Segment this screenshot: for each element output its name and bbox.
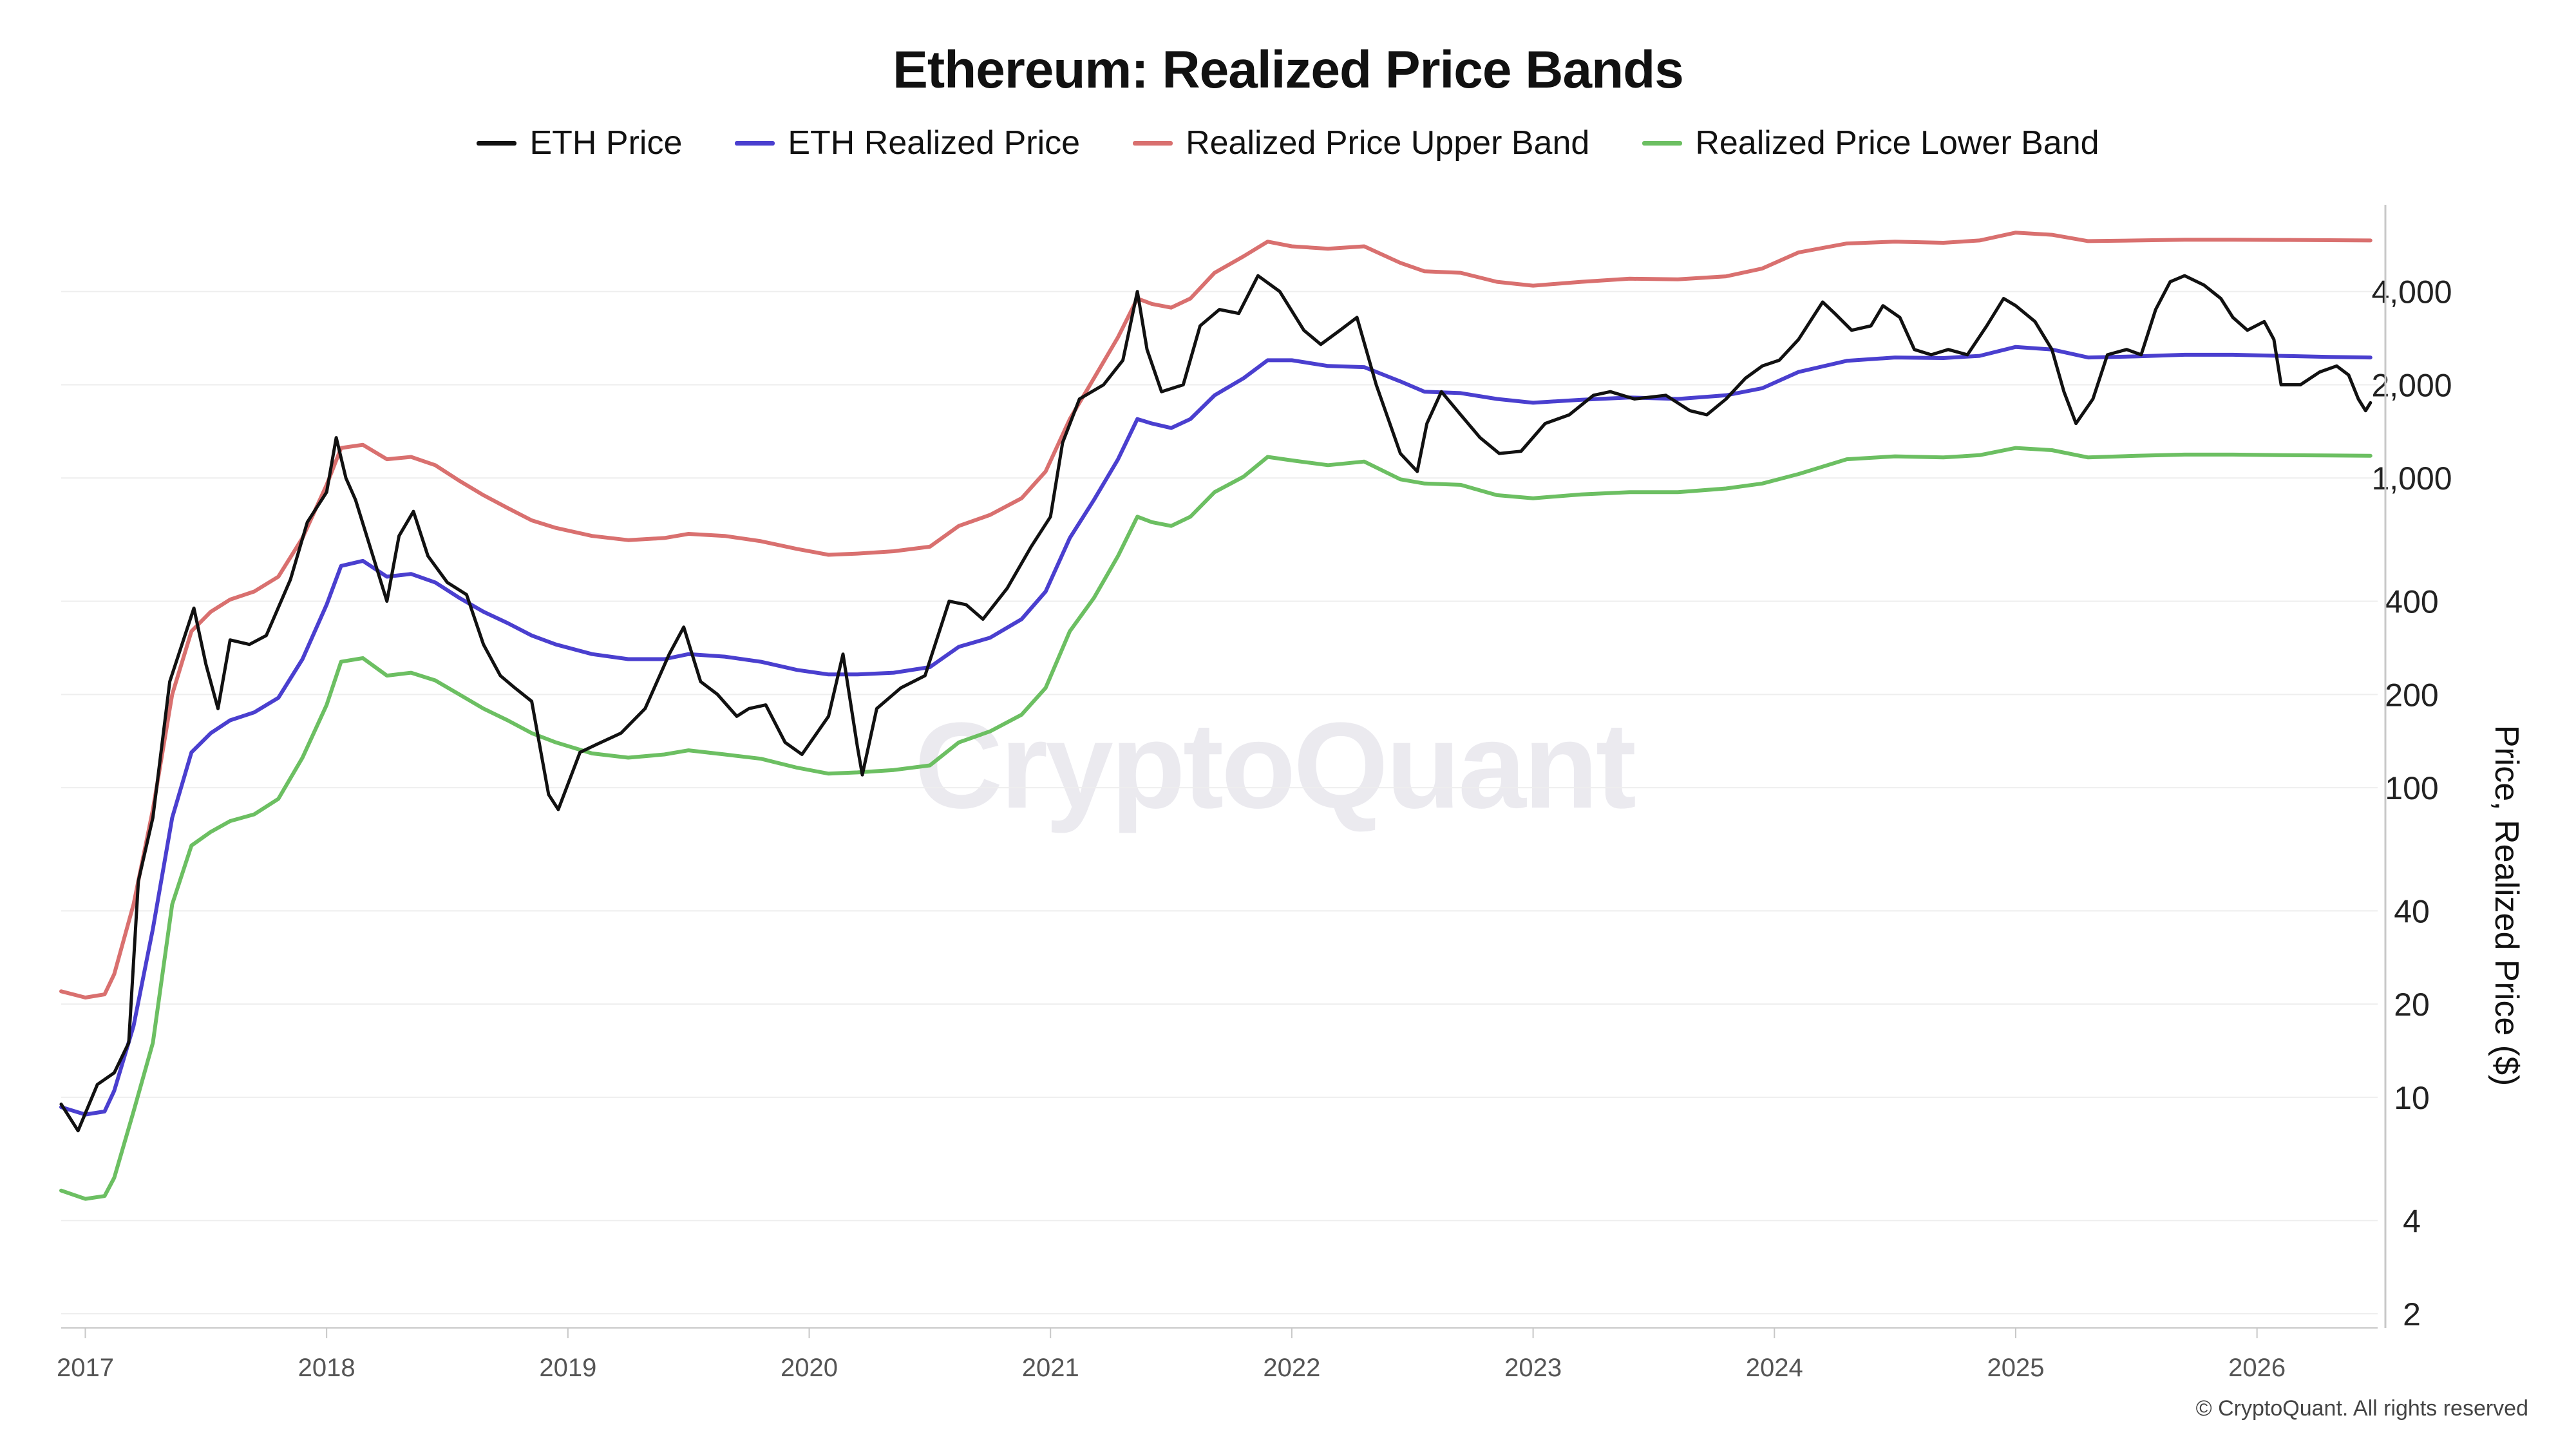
x-tick-label: 2019 [539,1354,596,1382]
series-line-eth-price[interactable] [59,274,2372,1133]
x-tick-label: 2020 [781,1354,838,1382]
series-line-realized-price-lower-band[interactable] [59,446,2372,1201]
x-tick-label: 2022 [1263,1354,1320,1382]
legend: ETH Price ETH Realized Price Realized Pr… [0,124,2576,162]
x-tick-label: 2017 [57,1354,114,1382]
watermark: CryptoQuant [914,697,1636,834]
y-tick-label: 20 [2394,987,2430,1023]
x-axis: 2017 2018 2019 2020 2021 2022 2023 2024 2025 2026 [57,1327,2378,1382]
legend-swatch-upper-band [1133,140,1173,146]
x-tick-label: 2025 [1987,1354,2044,1382]
x-tick-label: 2026 [2228,1354,2286,1382]
grid-lines [61,290,2378,1314]
y-tick-label: 400 [2385,584,2438,620]
legend-item-eth-price[interactable]: ETH Price [477,124,682,162]
x-tick-label: 2024 [1746,1354,1803,1382]
legend-swatch-eth-price [477,140,517,146]
chart-title: Ethereum: Realized Price Bands [893,41,1684,99]
legend-swatch-realized-price [735,140,775,146]
legend-label-realized-price: ETH Realized Price [788,124,1081,162]
legend-item-upper-band[interactable]: Realized Price Upper Band [1133,124,1589,162]
x-tick-label: 2018 [298,1354,355,1382]
legend-swatch-lower-band [1642,140,1683,146]
y-tick-label: 2,000 [2371,367,2452,403]
legend-label-upper-band: Realized Price Upper Band [1186,124,1590,162]
y-axis: 2 4 10 20 40 100 200 400 1,000 2,000 4,000 [2371,205,2452,1332]
series-line-eth-realized-price[interactable] [59,345,2372,1117]
copyright-notice: © CryptoQuant. All rights reserved [2195,1396,2528,1421]
y-tick-label: 10 [2394,1080,2430,1116]
y-axis-title: Price, Realized Price ($) [2488,724,2525,1086]
y-tick-label: 4 [2403,1203,2421,1239]
y-tick-label: 200 [2385,677,2438,713]
legend-item-lower-band[interactable]: Realized Price Lower Band [1642,124,2099,162]
x-tick-label: 2021 [1022,1354,1079,1382]
y-tick-label: 100 [2385,770,2438,806]
legend-item-realized-price[interactable]: ETH Realized Price [735,124,1080,162]
series-lines [59,231,2372,1201]
legend-label-lower-band: Realized Price Lower Band [1695,124,2099,162]
y-tick-label: 4,000 [2371,274,2452,310]
legend-label-eth-price: ETH Price [529,124,683,162]
y-tick-label: 2 [2403,1296,2421,1332]
y-tick-label: 40 [2394,893,2430,929]
x-tick-label: 2023 [1504,1354,1562,1382]
y-tick-label: 1,000 [2371,460,2452,497]
